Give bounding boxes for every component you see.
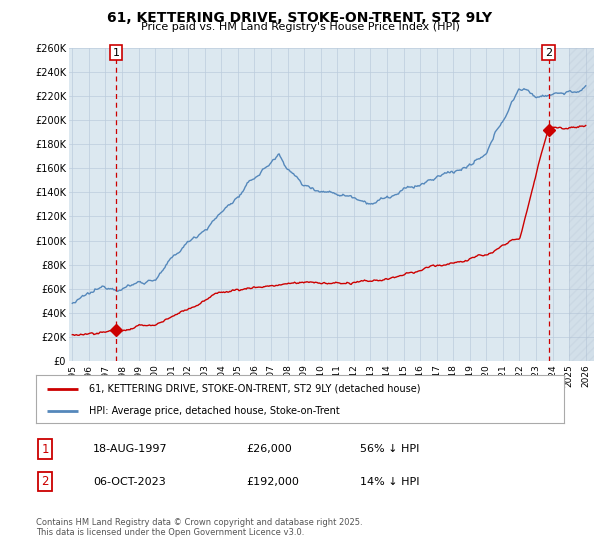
Text: HPI: Average price, detached house, Stoke-on-Trent: HPI: Average price, detached house, Stok… <box>89 406 340 416</box>
Text: 1: 1 <box>41 442 49 456</box>
Bar <box>569 48 594 361</box>
Text: £192,000: £192,000 <box>246 477 299 487</box>
Text: £26,000: £26,000 <box>246 444 292 454</box>
Text: 61, KETTERING DRIVE, STOKE-ON-TRENT, ST2 9LY (detached house): 61, KETTERING DRIVE, STOKE-ON-TRENT, ST2… <box>89 384 420 394</box>
Text: 18-AUG-1997: 18-AUG-1997 <box>93 444 167 454</box>
Text: 1: 1 <box>112 48 119 58</box>
Text: Contains HM Land Registry data © Crown copyright and database right 2025.
This d: Contains HM Land Registry data © Crown c… <box>36 518 362 538</box>
Text: 2: 2 <box>545 48 553 58</box>
Text: Price paid vs. HM Land Registry's House Price Index (HPI): Price paid vs. HM Land Registry's House … <box>140 22 460 32</box>
Text: 56% ↓ HPI: 56% ↓ HPI <box>360 444 419 454</box>
Text: 14% ↓ HPI: 14% ↓ HPI <box>360 477 419 487</box>
Text: 06-OCT-2023: 06-OCT-2023 <box>93 477 166 487</box>
Text: 2: 2 <box>41 475 49 488</box>
Text: 61, KETTERING DRIVE, STOKE-ON-TRENT, ST2 9LY: 61, KETTERING DRIVE, STOKE-ON-TRENT, ST2… <box>107 11 493 25</box>
